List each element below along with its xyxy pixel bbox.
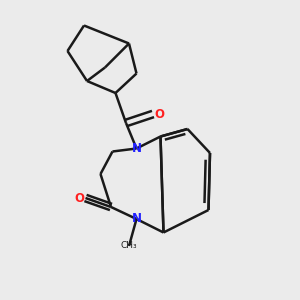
Text: O: O (74, 191, 85, 205)
Text: N: N (131, 142, 142, 155)
Text: O: O (154, 107, 164, 121)
Text: N: N (131, 212, 142, 226)
Text: CH₃: CH₃ (121, 242, 137, 250)
